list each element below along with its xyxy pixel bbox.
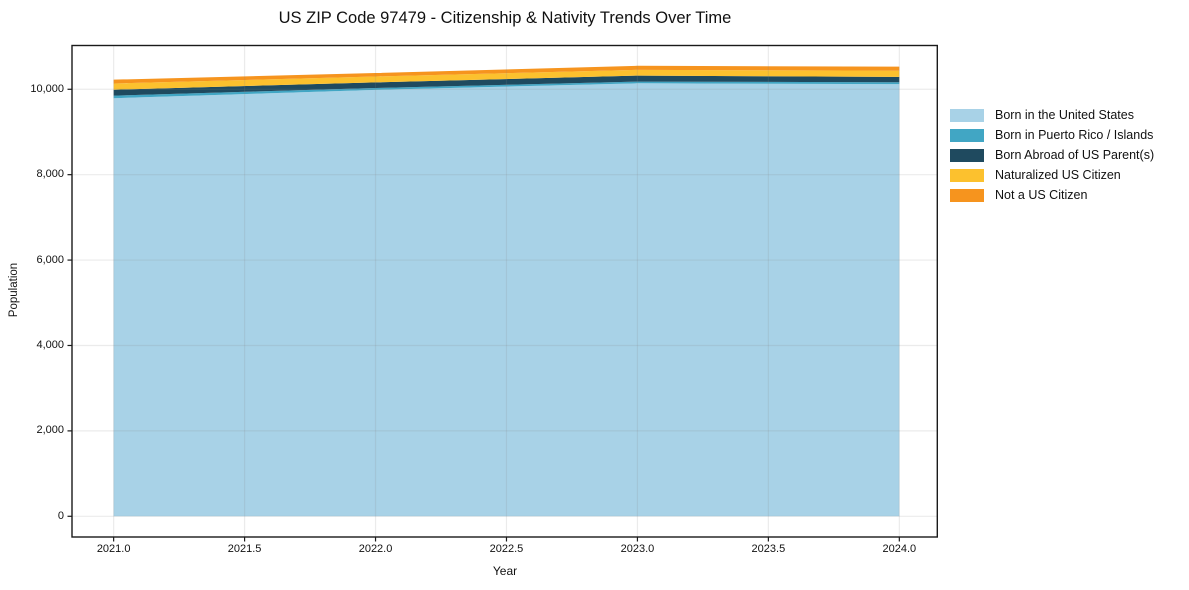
legend-item: Born in Puerto Rico / Islands (950, 125, 1154, 145)
legend-label: Born in the United States (995, 108, 1134, 122)
legend-swatch (950, 148, 984, 162)
legend-label: Born in Puerto Rico / Islands (995, 128, 1154, 142)
chart-title: US ZIP Code 97479 - Citizenship & Nativi… (278, 9, 732, 27)
legend-swatch (950, 188, 984, 202)
x-axis-label: Year (492, 564, 518, 578)
x-tick-label: 2023.0 (620, 543, 655, 555)
x-tick-label: 2021.5 (227, 543, 262, 555)
legend-label: Naturalized US Citizen (995, 168, 1121, 182)
legend-label: Born Abroad of US Parent(s) (995, 148, 1155, 162)
legend-item: Naturalized US Citizen (950, 165, 1154, 185)
legend-swatch (950, 108, 984, 122)
x-tick-label: 2021.0 (96, 543, 131, 555)
area-series-3 (113, 75, 900, 96)
x-tick-label: 2022.0 (358, 543, 393, 555)
area-series-2 (113, 81, 900, 99)
legend-label: Not a US Citizen (995, 188, 1088, 202)
x-tick-label: 2024.0 (882, 543, 917, 555)
x-tick-label: 2022.5 (489, 543, 524, 555)
legend-swatch (950, 168, 984, 182)
y-tick-label: 6,000 (36, 253, 64, 266)
legend-item: Born in the United States (950, 105, 1154, 125)
y-axis-label: Population (8, 262, 20, 318)
legend-item: Not a US Citizen (950, 185, 1154, 205)
plot-border (71, 44, 938, 538)
legend-item: Born Abroad of US Parent(s) (950, 145, 1154, 165)
y-tick-label: 10,000 (30, 82, 64, 95)
x-tick-label: 2023.5 (751, 543, 786, 555)
y-tick-label: 2,000 (36, 424, 64, 437)
legend: Born in the United States Born in Puerto … (950, 105, 1154, 205)
legend-swatch (950, 128, 984, 142)
y-tick-label: 4,000 (36, 338, 64, 351)
y-tick-label: 0 (57, 509, 64, 522)
y-tick-label: 8,000 (36, 168, 64, 181)
area-series-1 (113, 83, 900, 517)
area-series-4 (113, 69, 900, 90)
area-series-5 (113, 65, 900, 84)
